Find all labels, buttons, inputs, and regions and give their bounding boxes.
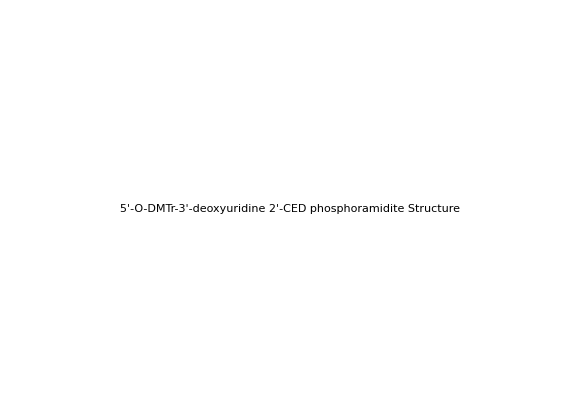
Text: 5'-O-DMTr-3'-deoxyuridine 2'-CED phosphoramidite Structure: 5'-O-DMTr-3'-deoxyuridine 2'-CED phospho… bbox=[120, 204, 460, 214]
